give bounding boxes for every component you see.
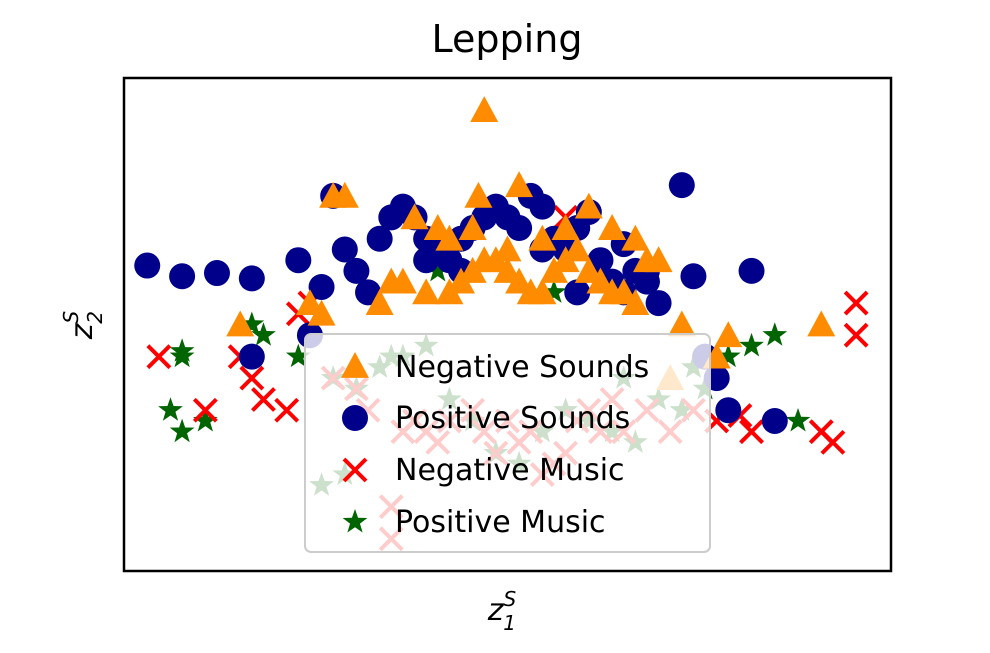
plot-frame <box>122 76 893 573</box>
point-negative-sounds <box>330 181 359 208</box>
point-negative-sounds <box>574 192 603 219</box>
point-negative-sounds <box>505 171 534 198</box>
point-positive-sounds <box>645 290 672 317</box>
point-positive-music <box>251 322 276 346</box>
point-positive-sounds <box>738 257 765 284</box>
point-positive-music <box>169 418 195 443</box>
point-positive-sounds <box>285 247 312 274</box>
point-negative-music <box>739 419 764 445</box>
point-positive-music <box>158 397 183 421</box>
legend-marker-negative-sounds <box>341 352 369 378</box>
point-positive-sounds <box>134 252 161 279</box>
point-positive-sounds <box>506 215 533 242</box>
point-positive-sounds <box>343 257 370 284</box>
legend-box <box>304 333 711 553</box>
legend-marker-negative-music <box>342 457 368 483</box>
point-negative-sounds <box>528 224 557 251</box>
point-negative-sounds <box>470 96 499 123</box>
point-negative-sounds <box>621 224 650 251</box>
point-negative-sounds <box>458 214 487 240</box>
point-negative-music <box>251 387 276 412</box>
point-positive-sounds <box>238 265 265 292</box>
point-negative-music <box>239 365 265 391</box>
x-axis-label: zS 1 <box>487 587 517 635</box>
point-negative-sounds <box>563 235 592 262</box>
point-negative-sounds <box>365 289 394 315</box>
legend-markers <box>341 352 369 533</box>
point-negative-sounds <box>714 321 743 348</box>
point-negative-music <box>843 322 869 348</box>
point-negative-sounds <box>528 278 557 305</box>
point-negative-music <box>146 344 172 370</box>
point-negative-sounds <box>667 310 696 337</box>
legend-label-negative-sounds: Negative Sounds <box>395 350 649 385</box>
chart-title: Lepping <box>432 17 583 61</box>
point-positive-sounds <box>203 260 230 287</box>
legend-marker-positive-music <box>342 509 368 533</box>
point-positive-music <box>285 343 311 368</box>
legend-label-positive-sounds: Positive Sounds <box>395 401 630 436</box>
point-negative-sounds <box>464 181 493 208</box>
point-positive-sounds <box>680 263 707 290</box>
point-positive-sounds <box>169 263 196 290</box>
point-positive-music <box>541 279 567 303</box>
point-negative-sounds <box>435 224 464 251</box>
point-negative-music <box>274 397 300 423</box>
point-negative-sounds <box>226 310 255 337</box>
point-positive-music <box>715 343 741 368</box>
point-positive-sounds <box>564 279 591 306</box>
point-positive-music <box>239 311 265 336</box>
point-negative-sounds <box>388 267 417 294</box>
point-negative-sounds <box>621 289 650 315</box>
point-negative-sounds <box>400 203 429 230</box>
point-negative-sounds <box>412 278 441 305</box>
point-positive-sounds <box>668 172 695 199</box>
legend: Negative Sounds Positive Sounds Negative… <box>304 333 711 553</box>
point-positive-music <box>739 332 764 357</box>
point-negative-sounds <box>551 214 580 240</box>
point-negative-sounds <box>598 214 627 240</box>
point-positive-music <box>169 338 195 362</box>
point-negative-music <box>843 290 869 316</box>
point-positive-sounds <box>308 273 335 300</box>
point-negative-music <box>192 397 218 423</box>
point-positive-music <box>192 407 218 432</box>
y-axis-label: zS2 <box>59 310 107 340</box>
point-positive-sounds <box>413 247 440 274</box>
point-positive-sounds <box>331 236 358 263</box>
point-positive-sounds <box>715 397 742 424</box>
point-positive-music <box>785 407 811 432</box>
point-positive-sounds <box>366 225 393 252</box>
point-positive-music <box>762 322 788 346</box>
point-positive-sounds <box>529 193 556 220</box>
legend-marker-positive-sounds <box>342 405 368 431</box>
point-positive-sounds <box>761 407 788 434</box>
point-negative-sounds <box>307 299 336 326</box>
point-negative-sounds <box>807 310 836 337</box>
point-negative-music <box>808 419 834 445</box>
legend-label-negative-music: Negative Music <box>395 453 625 488</box>
point-positive-music <box>425 257 451 282</box>
point-negative-sounds <box>644 246 673 273</box>
data-points <box>134 96 869 552</box>
legend-label-positive-music: Positive Music <box>395 505 606 540</box>
point-positive-sounds <box>238 343 265 370</box>
